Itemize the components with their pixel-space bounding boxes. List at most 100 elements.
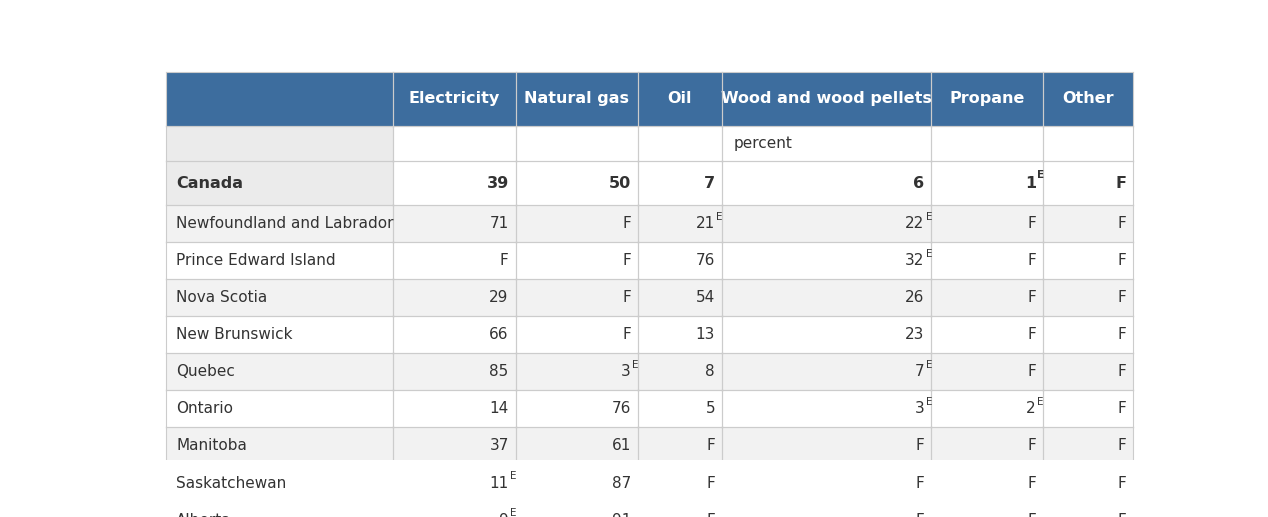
Bar — [166, 242, 393, 279]
Bar — [932, 316, 1042, 354]
Text: Manitoba: Manitoba — [176, 438, 247, 453]
Bar — [393, 501, 516, 517]
Text: F: F — [1117, 476, 1126, 491]
Bar — [1042, 390, 1134, 428]
Text: Prince Edward Island: Prince Edward Island — [176, 253, 336, 268]
Text: E: E — [631, 360, 639, 370]
Bar — [721, 390, 932, 428]
Bar — [393, 161, 516, 205]
Bar — [638, 316, 721, 354]
Bar — [393, 126, 1134, 161]
Bar — [393, 242, 516, 279]
Bar — [393, 316, 516, 354]
Text: 50: 50 — [609, 176, 631, 191]
Text: Canada: Canada — [176, 176, 243, 191]
Text: 13: 13 — [696, 327, 715, 342]
Text: F: F — [1027, 476, 1036, 491]
Text: New Brunswick: New Brunswick — [176, 327, 293, 342]
Bar — [393, 464, 516, 501]
Bar — [638, 205, 721, 242]
Text: F: F — [1117, 327, 1126, 342]
Bar — [932, 279, 1042, 316]
Bar — [638, 354, 721, 390]
Text: F: F — [706, 438, 715, 453]
Bar — [516, 279, 638, 316]
Bar — [166, 205, 393, 242]
Bar — [932, 464, 1042, 501]
Text: 29: 29 — [489, 291, 508, 306]
Text: Electricity: Electricity — [408, 92, 500, 107]
Bar — [721, 242, 932, 279]
Text: E: E — [926, 212, 932, 222]
Bar — [516, 205, 638, 242]
Bar — [1042, 205, 1134, 242]
Text: E: E — [510, 508, 516, 517]
Text: 39: 39 — [487, 176, 508, 191]
Bar — [1042, 316, 1134, 354]
Text: 23: 23 — [905, 327, 924, 342]
Bar — [638, 501, 721, 517]
Bar — [393, 72, 516, 126]
Text: F: F — [1117, 512, 1126, 517]
Text: 9: 9 — [500, 512, 508, 517]
Bar — [516, 242, 638, 279]
Text: 5: 5 — [705, 402, 715, 417]
Text: F: F — [1117, 364, 1126, 379]
Text: F: F — [706, 476, 715, 491]
Text: F: F — [915, 476, 924, 491]
Text: 26: 26 — [905, 291, 924, 306]
Text: F: F — [623, 327, 631, 342]
Text: 6: 6 — [913, 176, 924, 191]
Bar — [1042, 279, 1134, 316]
Text: Wood and wood pellets: Wood and wood pellets — [721, 92, 932, 107]
Bar — [516, 464, 638, 501]
Text: F: F — [1116, 176, 1126, 191]
Text: 54: 54 — [696, 291, 715, 306]
Text: percent: percent — [734, 136, 792, 151]
Text: 85: 85 — [489, 364, 508, 379]
Bar — [166, 161, 393, 205]
Bar — [721, 205, 932, 242]
Text: F: F — [1117, 253, 1126, 268]
Text: 11: 11 — [489, 476, 508, 491]
Text: 3: 3 — [621, 364, 631, 379]
Text: 76: 76 — [696, 253, 715, 268]
Bar — [721, 354, 932, 390]
Bar — [932, 72, 1042, 126]
Text: E: E — [926, 249, 932, 259]
Text: F: F — [1117, 291, 1126, 306]
Bar — [516, 428, 638, 464]
Text: 22: 22 — [905, 216, 924, 232]
Bar — [721, 279, 932, 316]
Bar — [721, 464, 932, 501]
Bar — [516, 501, 638, 517]
Text: 91: 91 — [611, 512, 631, 517]
Bar — [721, 316, 932, 354]
Text: Propane: Propane — [950, 92, 1025, 107]
Text: F: F — [1027, 291, 1036, 306]
Bar — [638, 464, 721, 501]
Bar — [638, 390, 721, 428]
Text: F: F — [1027, 216, 1036, 232]
Text: Oil: Oil — [668, 92, 692, 107]
Text: 7: 7 — [704, 176, 715, 191]
Text: 8: 8 — [705, 364, 715, 379]
Bar — [393, 354, 516, 390]
Bar — [166, 279, 393, 316]
Text: 2: 2 — [1026, 402, 1036, 417]
Text: E: E — [510, 472, 516, 481]
Text: F: F — [1117, 216, 1126, 232]
Bar — [166, 464, 393, 501]
Bar — [166, 354, 393, 390]
Text: F: F — [1027, 438, 1036, 453]
Bar — [516, 72, 638, 126]
Bar — [1042, 161, 1134, 205]
Bar — [393, 279, 516, 316]
Text: Alberta: Alberta — [176, 512, 232, 517]
Text: 32: 32 — [905, 253, 924, 268]
Bar — [932, 242, 1042, 279]
Text: Quebec: Quebec — [176, 364, 235, 379]
Text: F: F — [623, 253, 631, 268]
Bar — [932, 501, 1042, 517]
Bar — [638, 242, 721, 279]
